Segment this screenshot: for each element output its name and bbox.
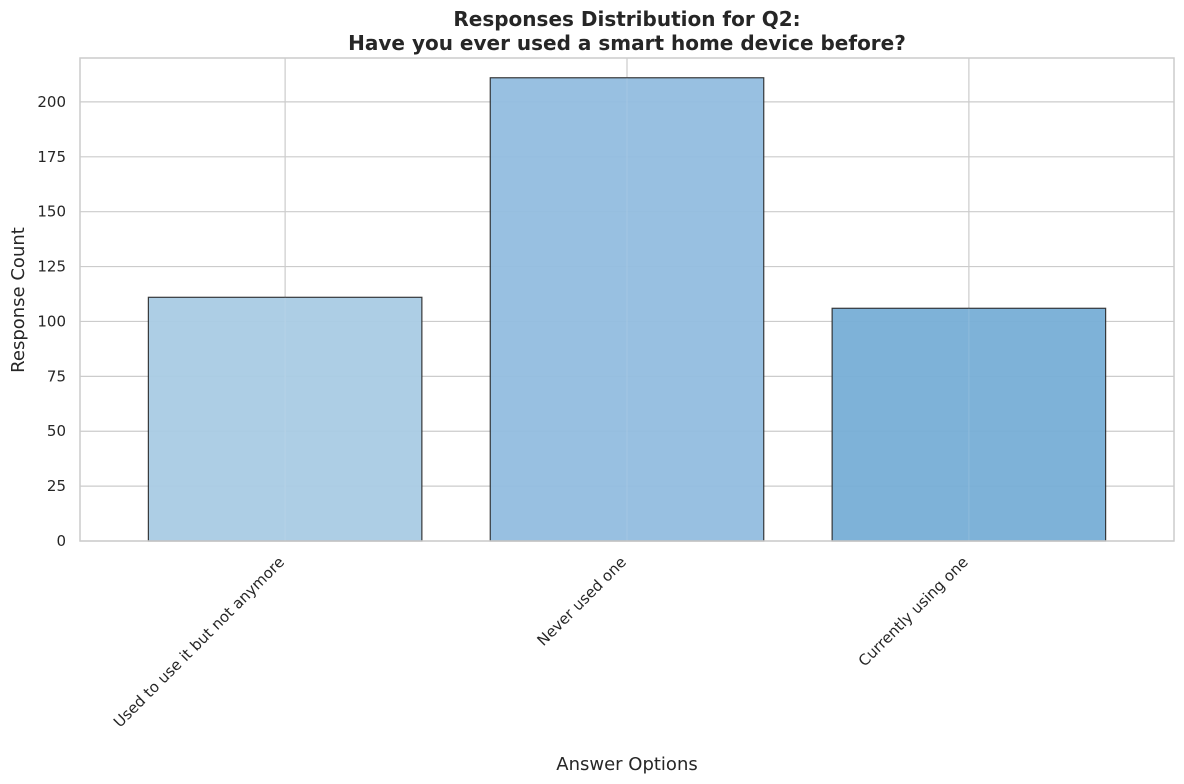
chart-title-line-2: Have you ever used a smart home device b… xyxy=(348,31,906,55)
bar-0 xyxy=(147,296,423,542)
x-tick-label: Used to use it but not anymore xyxy=(110,553,288,731)
y-tick-labels: 0 25 50 75 100 125 150 175 200 xyxy=(37,93,66,550)
x-tick-label: Never used one xyxy=(533,553,629,649)
bars xyxy=(147,77,1107,542)
bar-1 xyxy=(489,77,765,542)
x-axis-label: Answer Options xyxy=(556,754,697,775)
y-tick-label: 150 xyxy=(37,203,66,221)
y-tick-label: 25 xyxy=(47,477,66,495)
bar-2 xyxy=(831,307,1107,542)
x-tick-label: Currently using one xyxy=(855,553,972,670)
y-tick-label: 125 xyxy=(37,258,66,276)
y-tick-label: 0 xyxy=(56,532,66,550)
y-tick-label: 75 xyxy=(47,367,66,385)
y-tick-label: 200 xyxy=(37,93,66,111)
x-tick-labels: Used to use it but not anymore Never used… xyxy=(110,553,972,731)
y-axis-label: Response Count xyxy=(8,227,29,373)
y-tick-label: 50 xyxy=(47,422,66,440)
y-tick-label: 100 xyxy=(37,312,66,330)
chart-title-line-1: Responses Distribution for Q2: xyxy=(453,7,800,31)
y-tick-label: 175 xyxy=(37,148,66,166)
plot-frame xyxy=(79,57,1175,542)
